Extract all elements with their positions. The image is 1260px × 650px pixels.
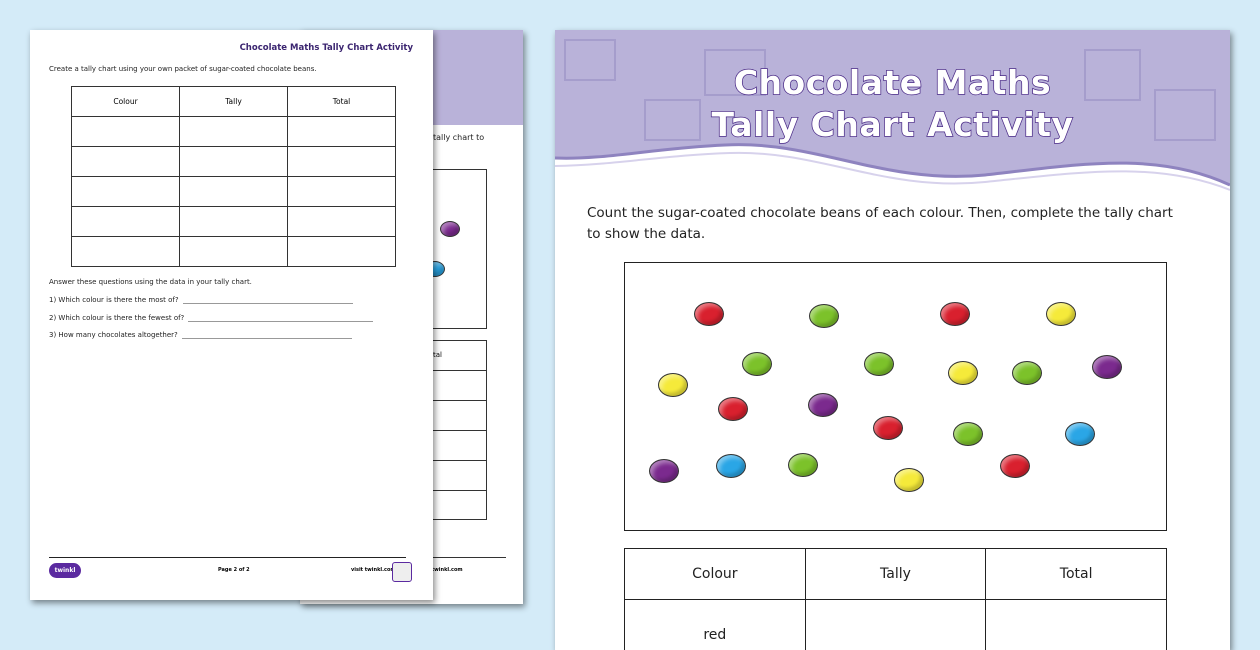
header-colour: Colour — [625, 549, 806, 600]
tally-cell[interactable] — [805, 600, 986, 650]
question-3: 3) How many chocolates altogether? — [49, 331, 352, 339]
bean-red — [718, 397, 748, 421]
page-number: Page 2 of 2 — [218, 567, 250, 573]
bean-red — [873, 416, 903, 440]
bean-green — [809, 304, 839, 328]
bean-green — [864, 352, 894, 376]
instruction: Count the sugar-coated chocolate beans o… — [587, 203, 1187, 245]
header-total: Total — [288, 87, 396, 117]
title-line-1: Chocolate Maths — [555, 63, 1230, 102]
bean-green — [953, 422, 983, 446]
visit-link[interactable]: visit twinkl.com — [351, 567, 396, 573]
table-header: tal — [433, 341, 486, 371]
worksheet-page-2: Chocolate Maths Tally Chart Activity Cre… — [30, 30, 433, 600]
bean-yellow — [948, 361, 978, 385]
tally-table-partial: tal — [433, 340, 487, 520]
bean-box — [433, 169, 487, 329]
bean-yellow — [658, 373, 688, 397]
bean-green — [1012, 361, 1042, 385]
instruction: Create a tally chart using your own pack… — [49, 65, 317, 73]
footer-divider — [49, 557, 406, 558]
footer-divider — [433, 557, 506, 558]
bean-purple — [1092, 355, 1122, 379]
questions-intro: Answer these questions using the data in… — [49, 278, 252, 286]
title-line-2: Tally Chart Activity — [555, 105, 1230, 144]
question-2: 2) Which colour is there the fewest of? — [49, 314, 373, 322]
bean-green — [742, 352, 772, 376]
bean-green — [788, 453, 818, 477]
bean-box — [624, 262, 1167, 531]
bean-red — [940, 302, 970, 326]
quality-badge-icon — [392, 562, 412, 582]
header-tally: Tally — [180, 87, 288, 117]
bean-blue — [1065, 422, 1095, 446]
bean — [440, 221, 460, 237]
bean-red — [1000, 454, 1030, 478]
twinkl-logo: twinkl — [49, 563, 81, 578]
total-cell[interactable] — [986, 600, 1167, 650]
bean-yellow — [1046, 302, 1076, 326]
header-colour: Colour — [72, 87, 180, 117]
bean-yellow — [894, 468, 924, 492]
worksheet-page-1: Chocolate Maths Tally Chart Activity Cou… — [555, 30, 1230, 650]
bean-purple — [808, 393, 838, 417]
bean-blue — [716, 454, 746, 478]
row-colour-red: red — [625, 600, 806, 650]
header-tally: Tally — [805, 549, 986, 600]
page-header: Chocolate Maths Tally Chart Activity — [240, 43, 413, 53]
partial-instruction: tally chart to — [433, 133, 484, 142]
bean-purple — [649, 459, 679, 483]
question-1: 1) Which colour is there the most of? — [49, 296, 353, 304]
header-total: Total — [986, 549, 1167, 600]
bean-red — [694, 302, 724, 326]
